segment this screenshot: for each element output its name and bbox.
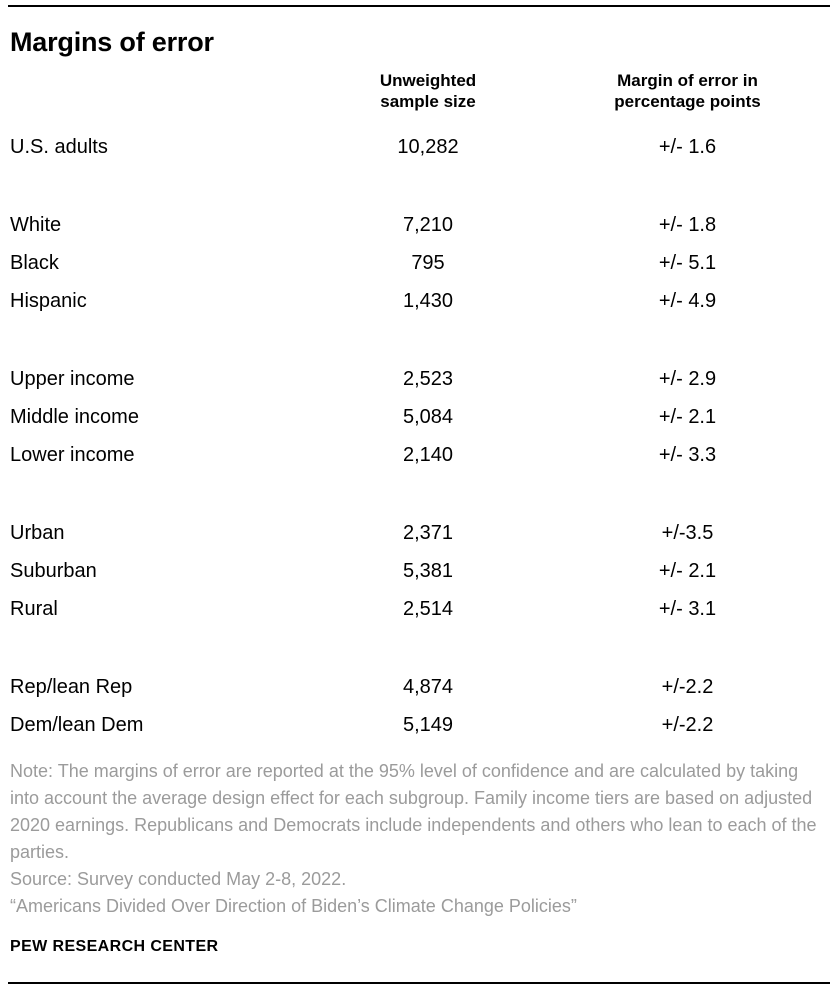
sample-size-value: 4,874 [402, 675, 454, 698]
row-label: Black [10, 251, 59, 274]
table-group-total: U.S. adults 10,282 +/- 1.6 [8, 128, 832, 166]
header-line: Unweighted [379, 71, 477, 90]
table-group-party: Rep/lean Rep 4,874 +/-2.2 Dem/lean Dem 5… [8, 668, 832, 744]
row-label: Suburban [10, 559, 97, 582]
moe-value: +/- 2.1 [658, 405, 717, 428]
moe-value: +/- 2.1 [658, 559, 717, 582]
moe-value: +/- 2.9 [658, 367, 717, 390]
page-title: Margins of error [10, 27, 214, 57]
moe-value: +/- 3.3 [658, 443, 717, 466]
row-label: Lower income [10, 443, 135, 466]
header-line: sample size [380, 92, 476, 111]
row-label: Urban [10, 521, 65, 544]
table-row: Lower income 2,140 +/- 3.3 [8, 436, 832, 474]
table-row: Urban 2,371 +/-3.5 [8, 514, 832, 552]
sample-size-value: 1,430 [402, 289, 454, 312]
row-label: Hispanic [10, 289, 87, 312]
col-header-unweighted-sample-size: Unweighted sample size [313, 70, 543, 112]
sample-size-value: 795 [411, 251, 445, 274]
row-label: Middle income [10, 405, 139, 428]
row-label: Rep/lean Rep [10, 675, 133, 698]
table-row: Dem/lean Dem 5,149 +/-2.2 [8, 706, 832, 744]
header-line: percentage points [614, 92, 761, 111]
moe-value: +/- 3.1 [658, 597, 717, 620]
row-label: Rural [10, 597, 58, 620]
moe-value: +/- 1.6 [658, 135, 717, 158]
table-row: White 7,210 +/- 1.8 [8, 206, 832, 244]
table-row: Upper income 2,523 +/- 2.9 [8, 360, 832, 398]
moe-value: +/- 5.1 [658, 251, 717, 274]
row-label: White [10, 213, 62, 236]
moe-value: +/-3.5 [661, 521, 714, 544]
report-title-text: “Americans Divided Over Direction of Bid… [10, 896, 577, 916]
notes-block: Note: The margins of error are reported … [8, 758, 832, 920]
table-row: Rural 2,514 +/- 3.1 [8, 590, 832, 628]
row-label: U.S. adults [10, 135, 108, 158]
table-row: U.S. adults 10,282 +/- 1.6 [8, 128, 832, 166]
source-text: Source: Survey conducted May 2-8, 2022. [10, 869, 347, 889]
sample-size-value: 2,371 [402, 521, 454, 544]
bottom-rule [8, 982, 830, 984]
sample-size-value: 5,084 [402, 405, 454, 428]
top-rule [8, 5, 830, 7]
table-group-community: Urban 2,371 +/-3.5 Suburban 5,381 +/- 2.… [8, 514, 832, 628]
table-body: U.S. adults 10,282 +/- 1.6 White 7,210 +… [8, 128, 832, 744]
note-text: Note: The margins of error are reported … [10, 761, 817, 862]
table-group-race: White 7,210 +/- 1.8 Black 795 +/- 5.1 Hi… [8, 206, 832, 320]
table-header-row: Unweighted sample size Margin of error i… [8, 70, 832, 112]
table-row: Rep/lean Rep 4,874 +/-2.2 [8, 668, 832, 706]
row-label: Dem/lean Dem [10, 713, 144, 736]
sample-size-value: 2,514 [402, 597, 454, 620]
pew-research-center-label: PEW RESEARCH CENTER [10, 938, 219, 955]
moe-value: +/-2.2 [661, 675, 714, 698]
col-header-margin-of-error: Margin of error in percentage points [543, 70, 832, 112]
header-line: Margin of error in [617, 71, 758, 90]
sample-size-value: 7,210 [402, 213, 454, 236]
sample-size-value: 2,523 [402, 367, 454, 390]
moe-value: +/- 4.9 [658, 289, 717, 312]
moe-value: +/- 1.8 [658, 213, 717, 236]
table-row: Black 795 +/- 5.1 [8, 244, 832, 282]
table-row: Middle income 5,084 +/- 2.1 [8, 398, 832, 436]
row-label: Upper income [10, 367, 135, 390]
table-row: Suburban 5,381 +/- 2.1 [8, 552, 832, 590]
table-row: Hispanic 1,430 +/- 4.9 [8, 282, 832, 320]
moe-value: +/-2.2 [661, 713, 714, 736]
table-group-income: Upper income 2,523 +/- 2.9 Middle income… [8, 360, 832, 474]
sample-size-value: 5,149 [402, 713, 454, 736]
sample-size-value: 10,282 [397, 135, 459, 158]
sample-size-value: 2,140 [402, 443, 454, 466]
sample-size-value: 5,381 [402, 559, 454, 582]
